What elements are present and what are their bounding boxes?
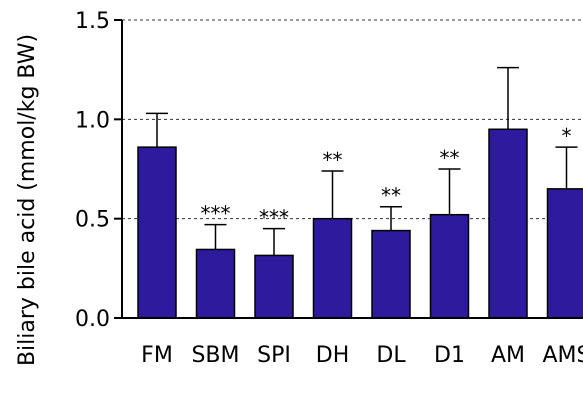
bar-d1	[429, 213, 470, 319]
x-tick-label-am: AM	[491, 343, 525, 368]
significance-dh: **	[323, 148, 343, 172]
y-tick-label-0: 0.0	[75, 307, 110, 332]
x-tick-label-spi: SPI	[257, 343, 291, 368]
y-tick-label-3: 1.5	[75, 9, 110, 34]
y-axis-label: Biliary bile acid (mmol/kg BW)	[15, 34, 40, 366]
y-tick-label-1: 0.5	[75, 208, 110, 233]
significance-ams: *	[562, 124, 572, 148]
bar-am	[488, 128, 528, 319]
bar-dh	[312, 217, 353, 319]
x-tick-label-d1: D1	[434, 343, 465, 368]
y-tick-label-2: 1.0	[75, 108, 110, 133]
x-tick-label-fm: FM	[141, 343, 173, 368]
bar-spi	[254, 254, 294, 319]
x-tick-label-ams: AMS	[543, 343, 583, 368]
bar-sbm	[195, 248, 236, 319]
bar-fm	[137, 146, 177, 319]
significance-spi: ***	[259, 206, 289, 230]
x-tick-label-sbm: SBM	[191, 343, 239, 368]
axes	[114, 19, 583, 319]
bars	[137, 66, 583, 319]
x-tick-label-dh: DH	[316, 343, 349, 368]
bar-ams	[546, 188, 583, 319]
significance-dl: **	[381, 184, 401, 208]
significance-d1: **	[440, 146, 460, 170]
significance-sbm: ***	[201, 202, 231, 226]
bar-dl	[371, 229, 411, 319]
x-tick-label-dl: DL	[376, 343, 406, 368]
labels: FM *** SBM *** SPI ** DH ** DL ** D1 AM * AMS 0.0 0.5 1.…	[75, 9, 583, 368]
